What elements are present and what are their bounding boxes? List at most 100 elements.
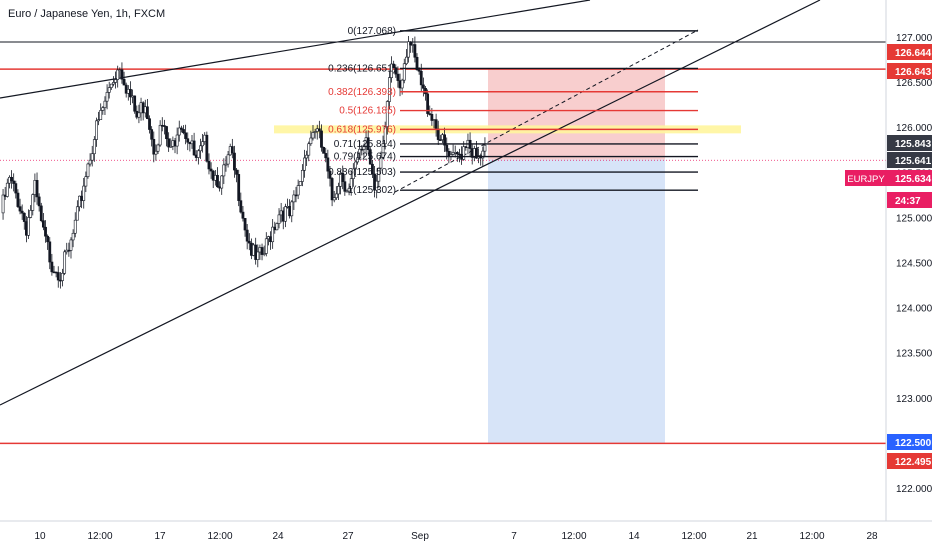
candle-body [247,240,251,244]
candle-body [443,134,447,146]
candle-body [196,150,200,158]
trend-line [0,0,821,406]
candle-body [317,128,321,132]
price-badge-label: 125.634 [895,174,932,185]
candle-body [12,180,16,184]
candle-body [239,200,243,213]
candle-body [1,194,5,214]
x-tick-label: 7 [511,531,517,542]
candle-body [48,241,52,263]
candle-body [167,138,171,148]
candle-body [307,143,311,156]
fib-level-label: 0.382(126.393) [328,87,396,98]
candle-body [90,153,94,161]
y-tick-label: 122.000 [896,484,932,495]
candle-body [354,161,357,170]
trend-line [0,0,591,99]
candle-body [133,95,137,112]
candle-body [455,152,459,155]
price-badge-label: 122.500 [895,438,932,449]
price-badge [887,63,932,79]
symbol-badge-label: EURJPY [847,174,885,185]
y-tick-label: 126.000 [896,123,932,134]
candle-body [371,163,374,175]
candle-body [162,125,166,127]
candle-body [390,63,393,78]
price-badge-label: 126.644 [895,48,932,59]
candle-body [95,120,98,140]
candle-body [165,126,168,140]
candle-body [388,77,391,102]
candles [1,36,487,289]
candle-body [146,106,149,119]
candle-body [356,157,359,163]
price-badge-label: 125.843 [895,139,932,150]
candle-body [351,168,355,179]
target-zone [488,159,665,443]
candle-body [334,193,338,199]
candle-body [99,110,103,120]
y-tick-label: 126.500 [896,78,932,89]
candle-body [61,272,64,281]
candle-body [368,149,372,165]
y-tick-label: 124.500 [896,259,932,270]
x-tick-label: 12:00 [87,531,112,542]
candle-body [207,160,211,170]
candle-body [426,93,430,114]
candle-body [120,69,124,80]
candle-body [303,157,306,171]
candle-body [438,139,442,141]
candle-body [328,170,332,179]
x-tick-label: 24 [272,531,284,542]
candle-body [294,194,298,197]
x-tick-label: 10 [34,531,46,542]
candle-body [152,138,156,155]
candle-body [226,154,230,165]
candle-body [402,63,406,81]
candle-body [326,157,330,172]
candle-body [41,220,45,228]
price-badge [887,44,932,60]
candle-body [73,219,77,234]
candle-body [109,83,113,88]
candle-body [292,194,296,203]
candle-body [220,175,224,189]
candle-body [383,126,387,145]
candle-body [169,146,173,148]
candle-body [366,137,370,150]
candle-body [375,180,379,191]
candle-body [222,164,226,177]
candle-body [116,69,120,80]
candle-body [475,148,478,159]
candle-body [233,152,236,171]
candle-body [417,69,421,72]
candle-body [177,127,181,136]
candle-body [35,180,39,198]
x-tick-label: 12:00 [561,531,586,542]
candle-body [84,176,88,187]
candle-body [182,129,185,134]
candle-body [436,128,440,140]
x-tick-label: 17 [154,531,166,542]
candle-body [241,211,245,219]
fib-level-label: 0.71(125.814) [334,139,396,150]
drawing-lines [0,0,886,445]
candle-body [296,185,300,196]
candle-body [462,146,466,160]
candle-body [69,239,73,251]
symbol-badge [845,170,887,186]
candle-body [377,167,381,182]
candle-body [192,140,196,156]
x-tick-label: 28 [866,531,878,542]
candle-body [230,146,234,154]
chart-title: Euro / Japanese Yen, 1h, FXCM [8,8,166,20]
fib-level-label: 0.5(126.185) [339,106,396,117]
candle-body [271,226,275,243]
candle-body [237,174,241,201]
candle-body [262,253,266,255]
candle-body [63,251,67,274]
candle-body [300,169,304,182]
candle-body [112,82,115,85]
